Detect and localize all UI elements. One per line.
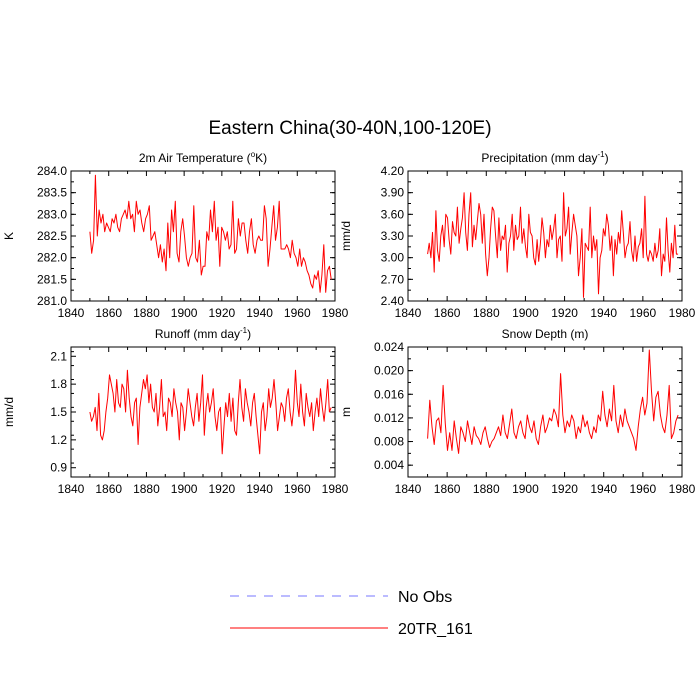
x-tick-label: 1960 [630, 482, 657, 496]
x-tick-label: 1900 [512, 482, 539, 496]
x-tick-label: 1880 [473, 482, 500, 496]
x-tick-label: 1940 [246, 306, 273, 320]
x-tick-label: 1860 [95, 306, 122, 320]
legend: No Obs 20TR_161 [230, 589, 473, 638]
plot-frame [70, 170, 336, 302]
x-tick-label: 1880 [133, 482, 160, 496]
y-axis-label: K [2, 232, 16, 240]
y-axis-label: mm/d [2, 397, 16, 427]
y-tick-label: 3.90 [381, 186, 405, 200]
legend-label-no-obs: No Obs [398, 589, 452, 606]
chart-panel-0: 2m Air Temperature (oK) 1840 1860 1880 1900 1… [2, 150, 349, 320]
y-tick-label: 282.5 [37, 229, 67, 243]
plot-frame [407, 346, 683, 478]
series-line-20tr-161 [89, 174, 332, 293]
x-tick-label: 1960 [284, 306, 311, 320]
y-tick-label: 282.0 [37, 251, 67, 265]
series-line-20tr-161 [427, 192, 679, 298]
y-tick-label: 3.30 [381, 229, 405, 243]
x-tick-label: 1960 [284, 482, 311, 496]
x-tick-label: 1840 [395, 306, 422, 320]
x-tick-label: 1980 [322, 482, 349, 496]
panel-title: 2m Air Temperature (oK) [139, 150, 267, 165]
panel-title-main: 2m Air Temperature ( [139, 151, 251, 165]
y-tick-label: 0.016 [374, 387, 404, 401]
chart-panel-3: Snow Depth (m) 1840 1860 1880 1900 1920 1940 19… [339, 327, 696, 496]
y-tick-label: 2.70 [381, 272, 405, 286]
panel-title-main: Snow Depth (m) [502, 327, 589, 341]
x-tick-label: 1920 [551, 306, 578, 320]
y-tick-label: 1.8 [50, 377, 67, 391]
panel-title: Runoff (mm day-1) [155, 326, 251, 341]
y-tick-label: 281.5 [37, 272, 67, 286]
panel-title: Precipitation (mm day-1) [481, 150, 608, 165]
y-tick-label: 3.60 [381, 207, 405, 221]
panel-title-sup: -1 [597, 150, 605, 159]
y-tick-label: 1.2 [50, 433, 67, 447]
y-tick-label: 281.0 [37, 294, 67, 308]
x-tick-label: 1940 [590, 482, 617, 496]
x-tick-label: 1860 [95, 482, 122, 496]
x-tick-label: 1920 [209, 306, 236, 320]
chart-panel-2: Runoff (mm day-1) 1840 1860 1880 1900 1920 194… [2, 326, 349, 496]
x-tick-label: 1940 [590, 306, 617, 320]
y-axis-label: m [339, 407, 353, 417]
panel-title-end: K) [255, 151, 267, 165]
x-tick-label: 1940 [246, 482, 273, 496]
x-tick-label: 1920 [551, 482, 578, 496]
x-tick-label: 1980 [322, 306, 349, 320]
y-tick-label: 0.004 [374, 458, 404, 472]
series-line-20tr-161 [89, 369, 332, 455]
panel-title-main: Precipitation (mm day [481, 151, 597, 165]
chart-panel-1: Precipitation (mm day-1) 1840 1860 1880 1900… [339, 150, 696, 320]
x-tick-label: 1860 [434, 306, 461, 320]
panel-title-end: ) [605, 151, 609, 165]
x-tick-label: 1980 [669, 482, 696, 496]
panels: 2m Air Temperature (oK)1840 1860 1880 1900 1… [2, 150, 696, 496]
x-tick-label: 1980 [669, 306, 696, 320]
y-tick-label: 0.020 [374, 364, 404, 378]
x-tick-label: 1880 [133, 306, 160, 320]
y-tick-label: 4.20 [381, 164, 405, 178]
y-tick-label: 0.012 [374, 411, 404, 425]
y-tick-label: 284.0 [37, 164, 67, 178]
y-tick-label: 0.9 [50, 461, 67, 475]
plot-frame [70, 346, 336, 478]
y-tick-label: 283.5 [37, 186, 67, 200]
y-tick-label: 0.024 [374, 340, 404, 354]
x-tick-label: 1840 [395, 482, 422, 496]
panel-title: Snow Depth (m) [502, 327, 589, 341]
y-tick-label: 2.40 [381, 294, 405, 308]
legend-label-20tr-161: 20TR_161 [398, 621, 473, 638]
x-tick-label: 1860 [434, 482, 461, 496]
y-tick-label: 2.1 [50, 349, 67, 363]
panel-title-sup: o [251, 150, 256, 159]
y-axis-label: mm/d [339, 221, 353, 251]
panel-title-main: Runoff (mm day [155, 327, 240, 341]
panel-title-end: ) [247, 327, 251, 341]
x-tick-label: 1900 [171, 306, 198, 320]
x-tick-label: 1840 [58, 306, 85, 320]
x-tick-label: 1960 [630, 306, 657, 320]
x-tick-label: 1840 [58, 482, 85, 496]
figure-title: Eastern China(30-40N,100-120E) [208, 118, 491, 139]
y-tick-label: 3.00 [381, 251, 405, 265]
y-tick-label: 0.008 [374, 435, 404, 449]
panel-title-sup: -1 [240, 326, 248, 335]
y-tick-label: 1.5 [50, 405, 67, 419]
x-tick-label: 1920 [209, 482, 236, 496]
x-tick-label: 1900 [512, 306, 539, 320]
series-line-20tr-161 [427, 349, 679, 454]
x-tick-label: 1900 [171, 482, 198, 496]
y-tick-label: 283.0 [37, 207, 67, 221]
x-tick-label: 1880 [473, 306, 500, 320]
